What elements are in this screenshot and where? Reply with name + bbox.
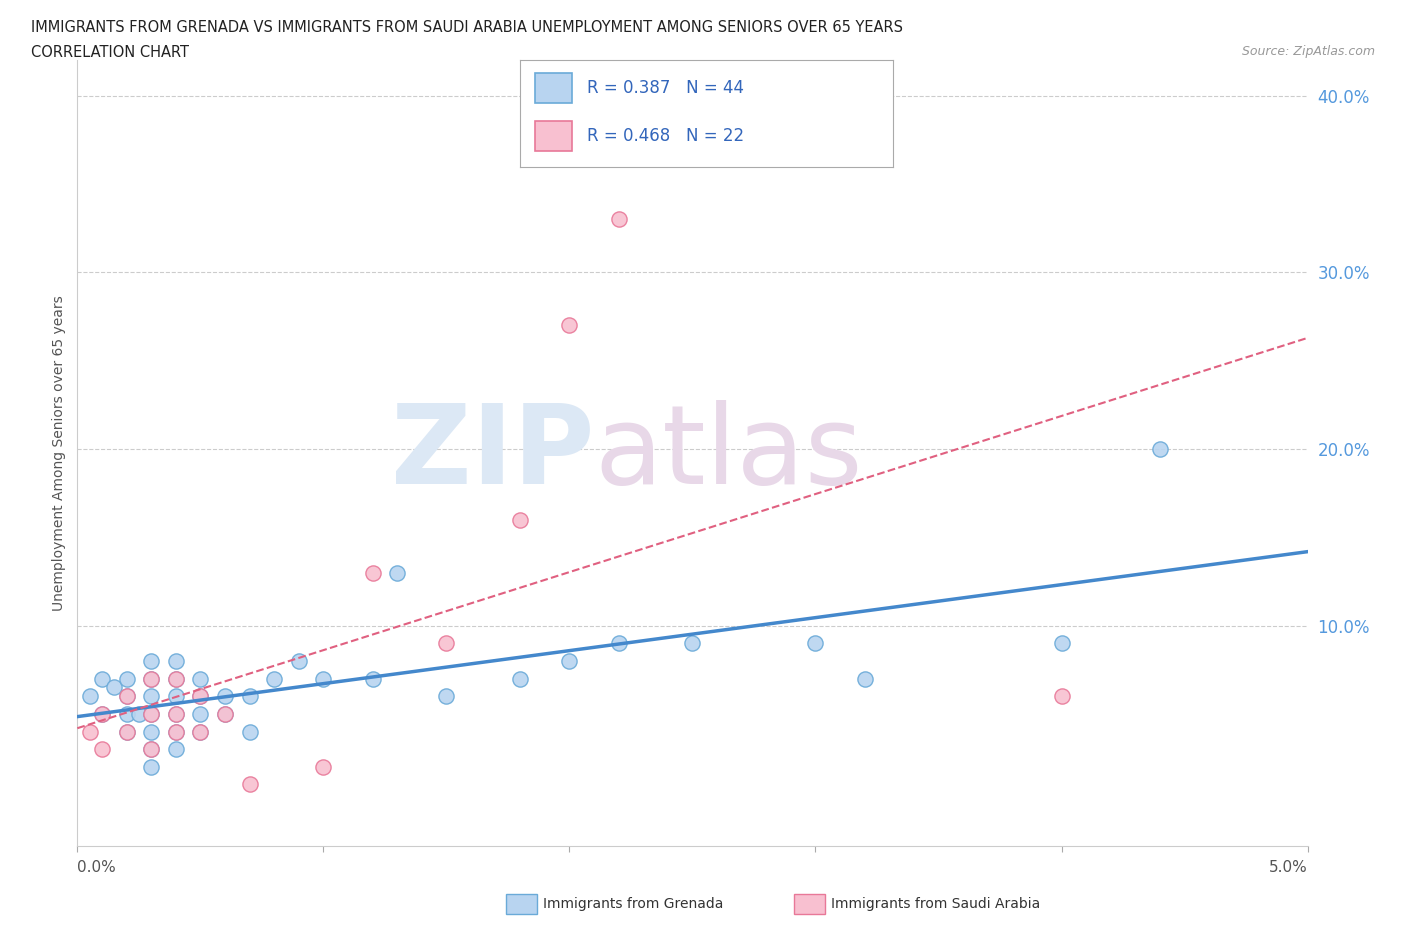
Text: ZIP: ZIP <box>391 400 595 507</box>
Point <box>361 671 384 686</box>
Bar <box>536 73 572 103</box>
Text: atlas: atlas <box>595 400 862 507</box>
Point <box>141 707 163 722</box>
Y-axis label: Unemployment Among Seniors over 65 years: Unemployment Among Seniors over 65 years <box>52 296 66 611</box>
Point <box>214 707 236 722</box>
Point <box>165 724 187 739</box>
Text: IMMIGRANTS FROM GRENADA VS IMMIGRANTS FROM SAUDI ARABIA UNEMPLOYMENT AMONG SENIO: IMMIGRANTS FROM GRENADA VS IMMIGRANTS FR… <box>31 20 903 35</box>
Text: CORRELATION CHART: CORRELATION CHART <box>31 45 188 60</box>
Point <box>165 742 187 757</box>
Point <box>239 724 262 739</box>
Point <box>188 671 212 686</box>
Point <box>141 707 163 722</box>
Point <box>103 680 125 695</box>
Point <box>436 689 458 704</box>
Text: R = 0.468   N = 22: R = 0.468 N = 22 <box>588 127 744 145</box>
Text: Immigrants from Saudi Arabia: Immigrants from Saudi Arabia <box>831 897 1040 911</box>
Point <box>1050 689 1073 704</box>
Point <box>90 671 114 686</box>
Point <box>436 636 458 651</box>
Point <box>558 654 581 669</box>
Point <box>188 707 212 722</box>
Point <box>214 689 236 704</box>
Point <box>214 707 236 722</box>
Text: 0.0%: 0.0% <box>77 860 117 875</box>
Text: Immigrants from Grenada: Immigrants from Grenada <box>543 897 723 911</box>
Point <box>79 689 101 704</box>
Point <box>509 512 531 527</box>
Point <box>607 212 630 227</box>
Bar <box>536 122 572 152</box>
Point <box>165 654 187 669</box>
Point <box>188 724 212 739</box>
Point <box>1050 636 1073 651</box>
Point <box>115 724 138 739</box>
Point <box>509 671 531 686</box>
Point <box>385 565 409 580</box>
Point <box>79 724 101 739</box>
Point <box>141 760 163 775</box>
Point <box>165 689 187 704</box>
Point <box>115 724 138 739</box>
Point <box>141 742 163 757</box>
Point <box>682 636 704 651</box>
Point <box>165 671 187 686</box>
Point <box>1149 442 1171 457</box>
Point <box>188 689 212 704</box>
Text: 5.0%: 5.0% <box>1268 860 1308 875</box>
Text: Source: ZipAtlas.com: Source: ZipAtlas.com <box>1241 45 1375 58</box>
Point <box>188 689 212 704</box>
Point <box>607 636 630 651</box>
Point <box>141 742 163 757</box>
Point <box>115 689 138 704</box>
Point <box>115 689 138 704</box>
Point <box>115 707 138 722</box>
Point <box>141 671 163 686</box>
Point <box>188 724 212 739</box>
Point <box>141 654 163 669</box>
Point <box>558 318 581 333</box>
Point <box>165 671 187 686</box>
Point <box>312 760 335 775</box>
Point <box>90 742 114 757</box>
Point <box>312 671 335 686</box>
Point <box>165 707 187 722</box>
Point <box>90 707 114 722</box>
Point <box>165 724 187 739</box>
Point <box>853 671 876 686</box>
Point <box>804 636 827 651</box>
Point <box>239 777 262 792</box>
Point <box>115 671 138 686</box>
Point <box>141 724 163 739</box>
Point <box>263 671 285 686</box>
Point <box>288 654 311 669</box>
Text: R = 0.387   N = 44: R = 0.387 N = 44 <box>588 79 744 98</box>
Point <box>141 689 163 704</box>
Point <box>361 565 384 580</box>
Point <box>165 707 187 722</box>
Point <box>90 707 114 722</box>
Point <box>239 689 262 704</box>
Point <box>128 707 150 722</box>
Point <box>141 671 163 686</box>
